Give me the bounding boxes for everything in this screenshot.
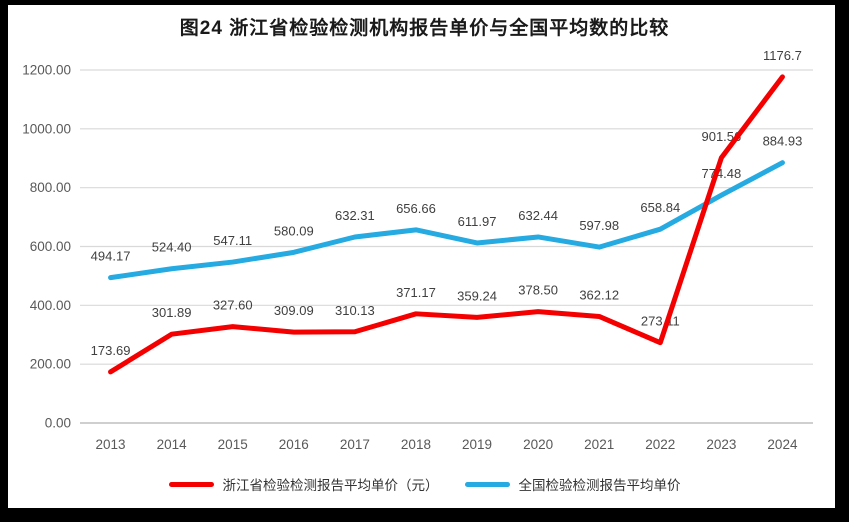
data-label-national: 580.09 (274, 223, 314, 238)
x-tick-label: 2022 (645, 437, 675, 452)
data-label-national: 632.31 (335, 208, 375, 223)
y-tick-label: 600.00 (30, 239, 71, 254)
data-label-zhejiang: 1176.7 (763, 48, 802, 63)
x-tick-label: 2018 (401, 437, 431, 452)
y-tick-label: 400.00 (30, 298, 71, 313)
data-label-zhejiang: 310.13 (335, 303, 375, 318)
x-tick-label: 2023 (706, 437, 736, 452)
series-line-national (108, 160, 785, 281)
x-tick-label: 2024 (767, 437, 798, 452)
data-label-national: 611.97 (458, 214, 497, 229)
data-label-zhejiang: 362.12 (579, 287, 619, 302)
legend-swatch-red-line (168, 481, 214, 487)
x-tick-label: 2013 (96, 437, 126, 452)
legend-item-zhejiang: 浙江省检验检测报告平均单价（元） (168, 474, 439, 494)
data-label-zhejiang: 273.11 (641, 314, 680, 329)
data-label-zhejiang: 309.09 (274, 303, 314, 318)
x-tick-label: 2019 (462, 437, 492, 452)
legend-swatch-blue-line (464, 481, 510, 487)
data-label-national: 632.44 (518, 208, 558, 223)
data-label-zhejiang: 378.50 (518, 283, 558, 298)
data-label-national: 524.40 (152, 240, 192, 255)
data-label-zhejiang: 371.17 (396, 285, 436, 300)
data-label-zhejiang: 327.60 (213, 298, 253, 313)
screenshot-frame-left (0, 0, 8, 522)
data-label-national: 774.48 (701, 166, 741, 181)
legend-label-national: 全国检验检测报告平均单价 (518, 478, 681, 493)
screenshot-frame-right (835, 0, 849, 522)
y-tick-label: 1200.00 (22, 63, 71, 78)
x-tick-label: 2014 (157, 437, 188, 452)
legend-item-national: 全国检验检测报告平均单价 (464, 474, 681, 494)
chart-title: 图24 浙江省检验检测机构报告单价与全国平均数的比较 (179, 18, 670, 39)
screenshot-frame-top (0, 0, 849, 5)
screenshot-frame-bottom (0, 508, 849, 522)
x-tick-label: 2017 (340, 437, 370, 452)
data-label-national: 547.11 (213, 233, 252, 248)
y-tick-label: 800.00 (30, 180, 71, 195)
y-tick-label: 0.00 (45, 416, 71, 431)
series-line-zhejiang (108, 74, 785, 375)
data-label-zhejiang: 901.56 (701, 129, 741, 144)
data-label-national: 658.84 (640, 200, 680, 215)
data-label-national: 494.17 (91, 249, 131, 264)
x-tick-label: 2016 (279, 437, 309, 452)
y-tick-label: 1000.00 (22, 121, 71, 136)
x-tick-label: 2015 (218, 437, 248, 452)
data-label-zhejiang: 359.24 (457, 288, 497, 303)
data-label-zhejiang: 301.89 (152, 305, 192, 320)
y-tick-label: 200.00 (30, 357, 71, 372)
data-label-zhejiang: 173.69 (91, 343, 131, 358)
data-label-national: 656.66 (396, 201, 436, 216)
legend: 浙江省检验检测报告平均单价（元） 全国检验检测报告平均单价 (0, 474, 849, 494)
data-label-national: 597.98 (579, 218, 619, 233)
legend-label-zhejiang: 浙江省检验检测报告平均单价（元） (222, 478, 439, 493)
data-label-national: 884.93 (763, 134, 803, 149)
x-tick-label: 2021 (584, 437, 614, 452)
x-tick-label: 2020 (523, 437, 553, 452)
